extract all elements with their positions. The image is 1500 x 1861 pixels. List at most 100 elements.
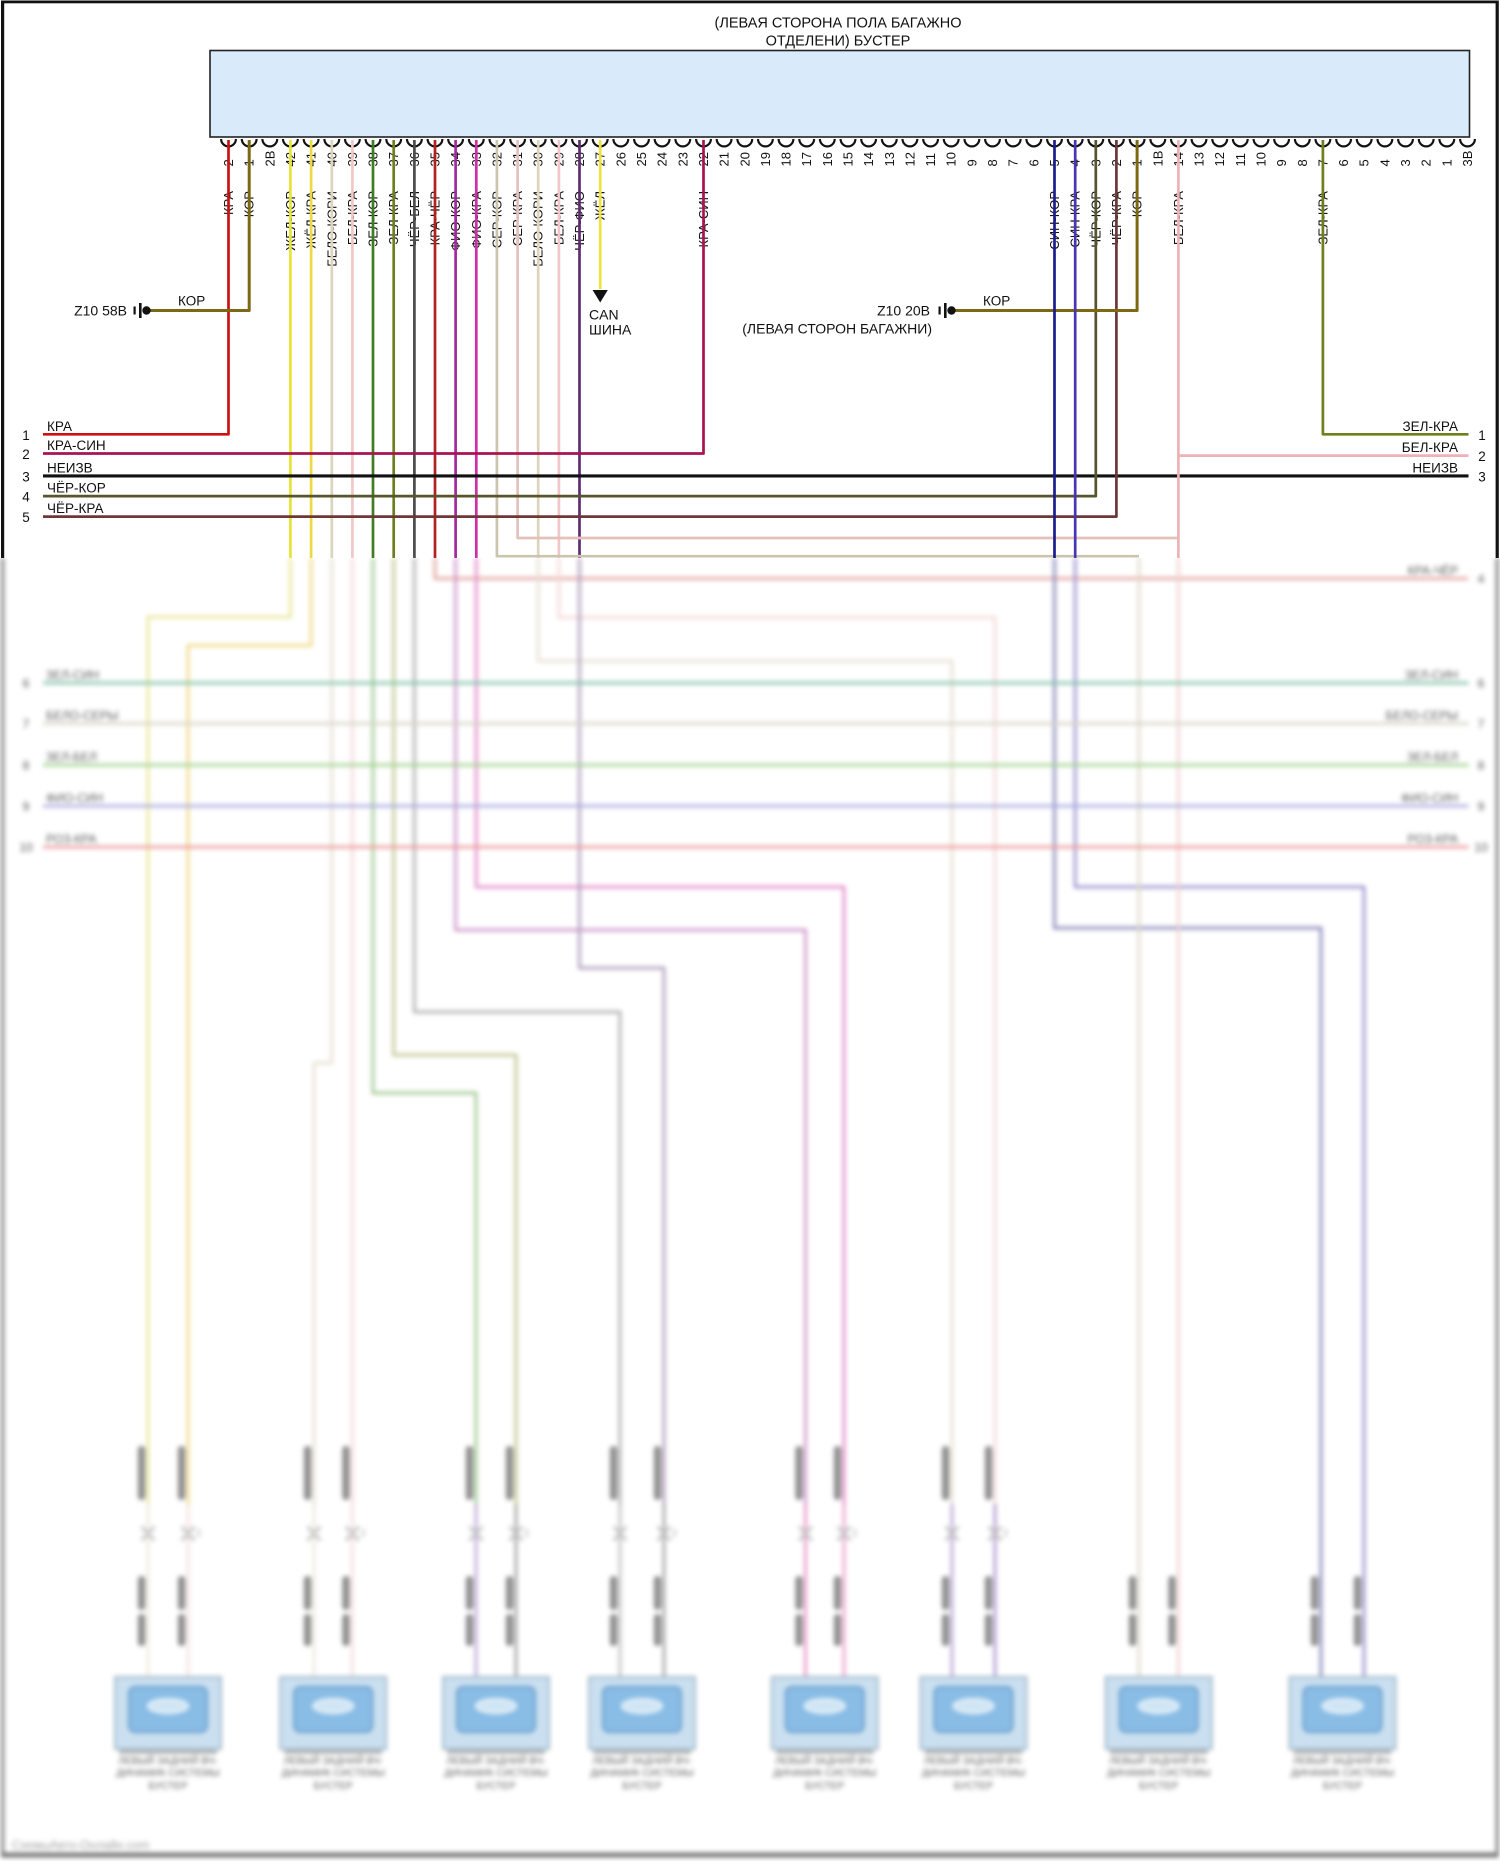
svg-text:ЗЕЛ-СИН: ЗЕЛ-СИН	[46, 668, 99, 682]
svg-text:4: 4	[22, 490, 30, 505]
svg-text:8: 8	[1478, 759, 1485, 773]
svg-text:ЛЕВЫЙ ЗАДНИЙ ВЧ-: ЛЕВЫЙ ЗАДНИЙ ВЧ-	[924, 1754, 1023, 1767]
svg-text:БЕЛО-СЕРЫ: БЕЛО-СЕРЫ	[1386, 709, 1458, 723]
svg-text:БЕЛО-СЕРЫ: БЕЛО-СЕРЫ	[46, 709, 118, 723]
svg-text:6: 6	[1026, 159, 1041, 166]
svg-text:13: 13	[882, 152, 897, 166]
svg-text:БУСТЕР: БУСТЕР	[805, 1781, 844, 1792]
svg-text:8: 8	[1295, 159, 1310, 166]
svg-text:РОЗ-КРА: РОЗ-КРА	[46, 832, 97, 846]
svg-text:25: 25	[634, 152, 649, 166]
svg-text:ДИНАМИК СИСТЕМЫ: ДИНАМИК СИСТЕМЫ	[1107, 1768, 1210, 1779]
svg-text:ЗЕЛ-КРА: ЗЕЛ-КРА	[1403, 419, 1458, 434]
svg-text:ДИНАМИК СИСТЕМЫ: ДИНАМИК СИСТЕМЫ	[590, 1768, 693, 1779]
svg-text:15: 15	[841, 152, 856, 166]
svg-text:1В: 1В	[1150, 151, 1165, 167]
svg-text:ДИНАМИК СИСТЕМЫ: ДИНАМИК СИСТЕМЫ	[282, 1768, 385, 1779]
svg-text:ЛЕВЫЙ ЗАДНИЙ ВЧ-: ЛЕВЫЙ ЗАДНИЙ ВЧ-	[284, 1754, 383, 1767]
svg-text:НЕИЗВ: НЕИЗВ	[1412, 460, 1458, 475]
svg-text:26: 26	[613, 152, 628, 166]
svg-text:18: 18	[779, 152, 794, 166]
svg-text:ДИНАМИК СИСТЕМЫ: ДИНАМИК СИСТЕМЫ	[922, 1768, 1025, 1779]
svg-text:6: 6	[1478, 677, 1485, 691]
svg-text:2: 2	[852, 1528, 857, 1538]
svg-text:7: 7	[23, 717, 30, 731]
svg-text:8: 8	[23, 759, 30, 773]
svg-text:9: 9	[1478, 800, 1485, 814]
svg-text:17: 17	[799, 152, 814, 166]
svg-text:НЕИЗВ: НЕИЗВ	[47, 460, 93, 475]
svg-text:16: 16	[820, 152, 835, 166]
svg-text:ФИО-СИН: ФИО-СИН	[46, 791, 103, 805]
svg-text:1: 1	[1439, 159, 1454, 166]
svg-text:ДИНАМИК СИСТЕМЫ: ДИНАМИК СИСТЕМЫ	[1291, 1768, 1394, 1779]
svg-text:Z10 58В: Z10 58В	[74, 303, 127, 319]
svg-text:10: 10	[944, 152, 959, 166]
svg-text:6: 6	[23, 677, 30, 691]
svg-text:20: 20	[737, 152, 752, 166]
svg-text:КРА-ЧЁР: КРА-ЧЁР	[1408, 564, 1458, 578]
svg-text:СхемыАвто-Онлайн.com: СхемыАвто-Онлайн.com	[12, 1838, 149, 1852]
svg-text:21: 21	[717, 152, 732, 166]
svg-text:БУСТЕР: БУСТЕР	[476, 1781, 515, 1792]
svg-text:(ЛЕВАЯ СТОРОН БАГАЖНИ): (ЛЕВАЯ СТОРОН БАГАЖНИ)	[742, 321, 932, 337]
svg-text:БЕЛ-КРА: БЕЛ-КРА	[1402, 440, 1458, 455]
svg-text:12: 12	[1212, 152, 1227, 166]
svg-text:9: 9	[964, 159, 979, 166]
svg-text:ЗЕЛ-БЕЛ: ЗЕЛ-БЕЛ	[46, 750, 97, 764]
svg-text:2: 2	[1419, 159, 1434, 166]
svg-text:ШИНА: ШИНА	[589, 322, 632, 338]
svg-text:3: 3	[22, 469, 30, 484]
svg-text:БУСТЕР: БУСТЕР	[954, 1781, 993, 1792]
svg-text:14: 14	[861, 152, 876, 166]
svg-text:БУСТЕР: БУСТЕР	[622, 1781, 661, 1792]
svg-text:1: 1	[22, 428, 30, 443]
svg-text:4: 4	[1377, 159, 1392, 166]
svg-text:ЗЕЛ-БЕЛ: ЗЕЛ-БЕЛ	[1407, 750, 1458, 764]
svg-text:2: 2	[360, 1528, 365, 1538]
svg-text:2: 2	[196, 1528, 201, 1538]
svg-text:Z10 20В: Z10 20В	[877, 303, 930, 319]
svg-text:ОТДЕЛЕНИ) БУСТЕР: ОТДЕЛЕНИ) БУСТЕР	[766, 34, 911, 50]
svg-text:11: 11	[1233, 153, 1248, 167]
svg-text:2В: 2В	[262, 151, 277, 167]
svg-text:БУСТЕР: БУСТЕР	[314, 1781, 353, 1792]
svg-text:ЛЕВЫЙ ЗАДНИЙ ВЧ-: ЛЕВЫЙ ЗАДНИЙ ВЧ-	[592, 1754, 691, 1767]
svg-text:ЛЕВЫЙ ЗАДНИЙ ВЧ-: ЛЕВЫЙ ЗАДНИЙ ВЧ-	[775, 1754, 874, 1767]
svg-text:КРА-СИН: КРА-СИН	[47, 438, 106, 453]
svg-text:КРА: КРА	[47, 419, 72, 434]
svg-text:8: 8	[985, 159, 1000, 166]
svg-text:5: 5	[22, 510, 30, 525]
svg-text:ДИНАМИК СИСТЕМЫ: ДИНАМИК СИСТЕМЫ	[444, 1768, 547, 1779]
svg-text:2: 2	[524, 1528, 529, 1538]
svg-text:10: 10	[1474, 841, 1488, 855]
svg-text:7: 7	[1478, 717, 1485, 731]
svg-text:10: 10	[19, 841, 33, 855]
svg-text:6: 6	[1336, 159, 1351, 166]
svg-text:КОР: КОР	[178, 294, 205, 309]
svg-text:2: 2	[1003, 1528, 1008, 1538]
svg-text:БУСТЕР: БУСТЕР	[148, 1781, 187, 1792]
svg-text:11: 11	[923, 153, 938, 167]
svg-text:ДИНАМИК СИСТЕМЫ: ДИНАМИК СИСТЕМЫ	[116, 1768, 219, 1779]
svg-text:13: 13	[1192, 152, 1207, 166]
svg-text:ЛЕВЫЙ ЗАДНИЙ ВЧ-: ЛЕВЫЙ ЗАДНИЙ ВЧ-	[1109, 1754, 1208, 1767]
svg-text:3: 3	[1398, 159, 1413, 166]
svg-text:БУСТЕР: БУСТЕР	[1139, 1781, 1178, 1792]
svg-text:9: 9	[1274, 159, 1289, 166]
svg-text:CAN: CAN	[589, 307, 619, 323]
svg-text:ЧЁР-КОР: ЧЁР-КОР	[47, 481, 106, 496]
svg-text:7: 7	[1006, 159, 1021, 166]
svg-text:9: 9	[23, 800, 30, 814]
svg-text:ЗЕЛ-СИН: ЗЕЛ-СИН	[1405, 668, 1458, 682]
svg-text:ДИНАМИК СИСТЕМЫ: ДИНАМИК СИСТЕМЫ	[773, 1768, 876, 1779]
svg-text:2: 2	[22, 447, 30, 462]
svg-text:ЛЕВЫЙ ЗАДНИЙ ВЧ-: ЛЕВЫЙ ЗАДНИЙ ВЧ-	[1293, 1754, 1392, 1767]
svg-text:10: 10	[1254, 152, 1269, 166]
svg-text:2: 2	[1478, 449, 1486, 464]
svg-text:ЧЁР-КРА: ЧЁР-КРА	[47, 501, 103, 516]
svg-text:3: 3	[1478, 469, 1486, 484]
svg-text:19: 19	[758, 152, 773, 166]
svg-text:БУСТЕР: БУСТЕР	[1323, 1781, 1362, 1792]
svg-text:23: 23	[675, 152, 690, 166]
